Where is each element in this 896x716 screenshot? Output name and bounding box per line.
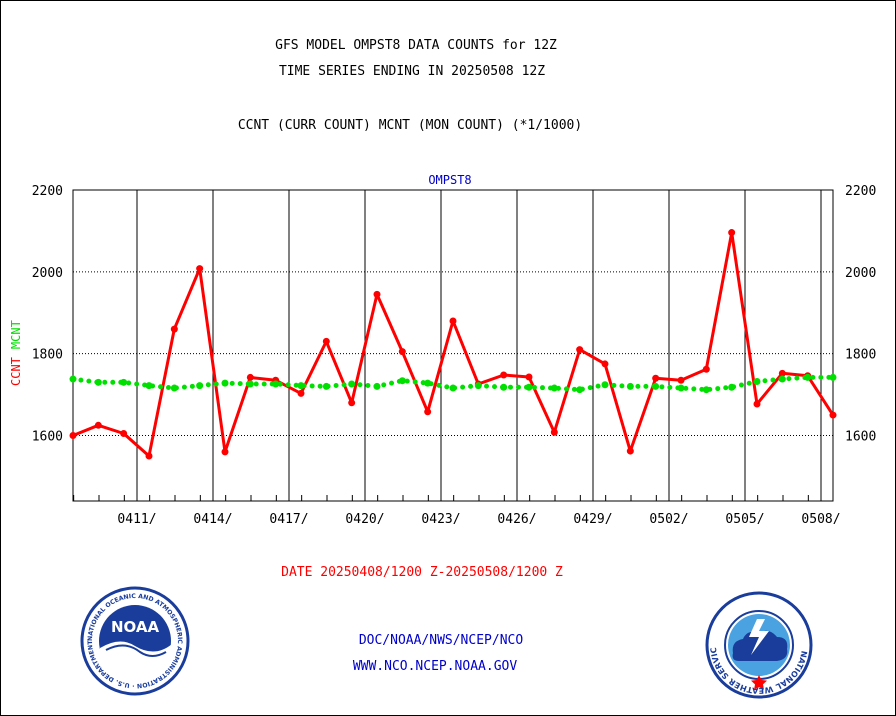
plot-area-frame	[72, 189, 834, 502]
data-point-ccnt	[778, 369, 786, 377]
data-point-ccnt	[576, 346, 584, 354]
data-point-mcnt	[398, 377, 406, 385]
data-point-mcnt	[804, 373, 812, 381]
x-tick-label: 0414/	[193, 512, 232, 527]
y-tick-label-right: 1800	[845, 348, 876, 363]
data-point-ccnt	[601, 360, 609, 368]
data-point-ccnt	[145, 452, 153, 460]
data-point-ccnt	[94, 421, 102, 429]
website-label: WWW.NCO.NCEP.NOAA.GOV	[352, 659, 518, 674]
data-point-mcnt	[525, 383, 533, 391]
data-point-ccnt	[297, 389, 305, 397]
y-tick-label-right: 2200	[845, 184, 876, 199]
data-point-mcnt	[652, 382, 660, 390]
y-axis-label-ccnt: CCNT	[9, 357, 23, 386]
x-tick-label: 0420/	[345, 512, 384, 527]
data-point-mcnt	[94, 378, 102, 386]
data-point-ccnt	[170, 325, 178, 333]
data-point-ccnt	[449, 317, 457, 325]
x-tick-label: 0417/	[269, 512, 308, 527]
data-point-mcnt	[69, 375, 77, 383]
data-point-mcnt	[449, 384, 457, 392]
org-label: DOC/NOAA/NWS/NCEP/NCO	[358, 633, 524, 648]
y-tick-label-right: 1600	[845, 430, 876, 445]
data-point-ccnt	[424, 408, 432, 416]
y-axis-label-mcnt: MCNT	[9, 320, 23, 349]
chart-title-line1: GFS MODEL OMPST8 DATA COUNTS for 12Z	[275, 38, 557, 53]
x-tick-label: 0426/	[497, 512, 536, 527]
y-axis-label: CCNT MCNT	[9, 320, 23, 386]
data-point-mcnt	[424, 379, 432, 387]
y-tick-label-left: 1600	[32, 430, 63, 445]
series-line-ccnt	[71, 231, 835, 458]
y-tick-label-left: 2200	[32, 184, 63, 199]
data-point-mcnt	[677, 384, 685, 392]
x-tick-label: 0423/	[421, 512, 460, 527]
x-tick-label: 0502/	[649, 512, 688, 527]
data-point-mcnt	[474, 382, 482, 390]
data-point-mcnt	[196, 382, 204, 390]
data-point-mcnt	[728, 383, 736, 391]
data-point-ccnt	[373, 290, 381, 298]
x-tick-label: 0505/	[725, 512, 764, 527]
data-point-mcnt	[297, 382, 305, 390]
noaa-logo: NOAA NATIONAL OCEANIC AND ATMOSPHERIC AD…	[80, 586, 190, 696]
data-point-mcnt	[829, 373, 837, 381]
data-point-ccnt	[398, 348, 406, 356]
data-point-mcnt	[500, 383, 508, 391]
x-tick-label: 0429/	[573, 512, 612, 527]
data-point-ccnt	[322, 337, 330, 345]
data-point-mcnt	[601, 381, 609, 389]
data-point-ccnt	[626, 447, 634, 455]
data-point-ccnt	[829, 411, 837, 419]
y-tick-label-left: 1800	[32, 348, 63, 363]
data-point-mcnt	[221, 379, 229, 387]
data-point-mcnt	[550, 384, 558, 392]
data-point-mcnt	[373, 382, 381, 390]
data-point-mcnt	[145, 382, 153, 390]
data-point-mcnt	[576, 386, 584, 394]
x-tick-label: 0508/	[801, 512, 840, 527]
chart-subtitle: CCNT (CURR COUNT) MCNT (MON COUNT) (*1/1…	[237, 118, 583, 133]
data-point-ccnt	[753, 400, 761, 408]
chart-title-line2: TIME SERIES ENDING IN 20250508 12Z	[278, 64, 546, 79]
dataset-label: OMPST8	[428, 173, 471, 187]
data-point-mcnt	[120, 378, 128, 386]
noaa-logo-text: NOAA	[111, 618, 160, 636]
data-point-mcnt	[348, 380, 356, 388]
data-point-mcnt	[626, 382, 634, 390]
data-point-mcnt	[322, 382, 330, 390]
data-point-ccnt	[550, 428, 558, 436]
data-point-ccnt	[246, 373, 254, 381]
data-point-ccnt	[221, 448, 229, 456]
data-point-ccnt	[677, 376, 685, 384]
data-point-mcnt	[778, 375, 786, 383]
y-tick-label-right: 2000	[845, 266, 876, 281]
y-tick-label-left: 2000	[32, 266, 63, 281]
nws-logo: NATIONAL WEATHER SERVICE	[705, 591, 813, 699]
data-point-ccnt	[702, 365, 710, 373]
data-point-ccnt	[728, 229, 736, 237]
data-point-ccnt	[652, 374, 660, 382]
data-point-mcnt	[246, 380, 254, 388]
data-point-ccnt	[69, 432, 77, 440]
data-point-ccnt	[525, 373, 533, 381]
data-point-ccnt	[120, 429, 128, 437]
data-point-ccnt	[500, 371, 508, 379]
data-point-ccnt	[348, 399, 356, 407]
data-point-mcnt	[753, 378, 761, 386]
x-tick-label: 0411/	[117, 512, 156, 527]
data-point-mcnt	[272, 380, 280, 388]
data-point-ccnt	[196, 265, 204, 273]
date-range-label: DATE 20250408/1200 Z-20250508/1200 Z	[281, 565, 563, 580]
data-point-mcnt	[702, 386, 710, 394]
data-point-mcnt	[170, 384, 178, 392]
